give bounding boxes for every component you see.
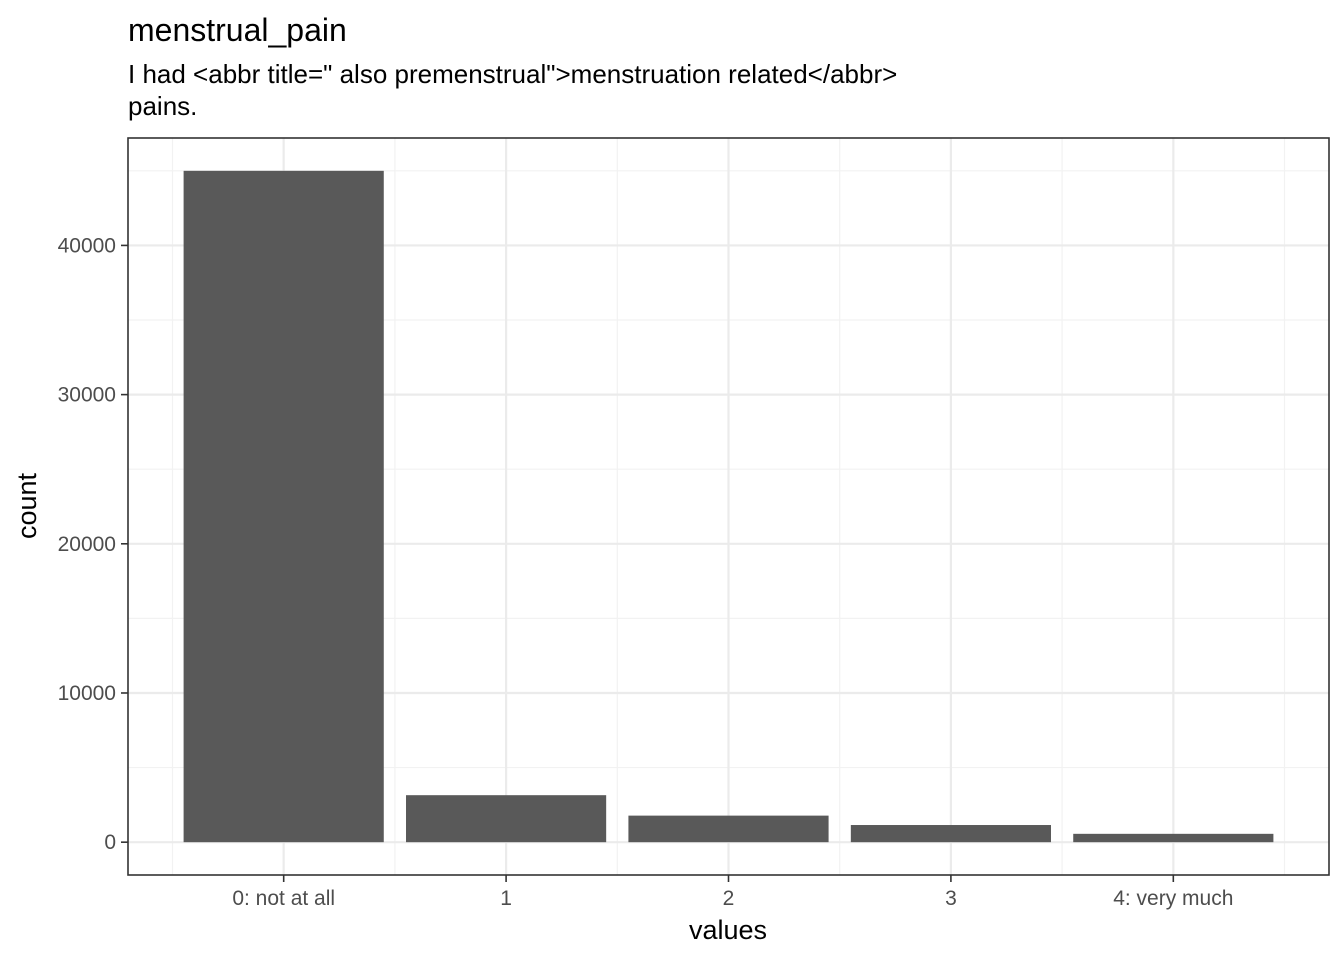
chart-title: menstrual_pain [128,12,347,48]
chart-subtitle-line-2: pains. [128,91,197,121]
bar-1 [406,795,607,843]
x-tick-label: 4: very much [1113,887,1233,910]
x-tick-label: 1 [500,887,512,910]
x-axis-title: values [689,915,767,945]
y-tick-label: 40000 [58,234,116,257]
y-axis: 0 10000 20000 30000 40000 [58,234,128,854]
bar-4 [1073,833,1274,843]
x-tick-label: 0: not at all [232,887,335,910]
bars [183,170,1274,843]
x-tick-label: 2 [723,887,735,910]
x-axis: 0: not at all 1 2 3 4: very much [232,875,1233,910]
bar-2 [628,815,829,843]
y-tick-label: 10000 [58,682,116,705]
y-tick-label: 30000 [58,384,116,407]
chart-subtitle-line-1: I had <abbr title=" also premenstrual">m… [128,59,897,89]
y-axis-title: count [12,472,42,539]
y-tick-label: 0 [104,831,116,854]
bar-0 [183,170,384,843]
x-tick-label: 3 [945,887,957,910]
bar-3 [850,825,1051,843]
y-tick-label: 20000 [58,533,116,556]
